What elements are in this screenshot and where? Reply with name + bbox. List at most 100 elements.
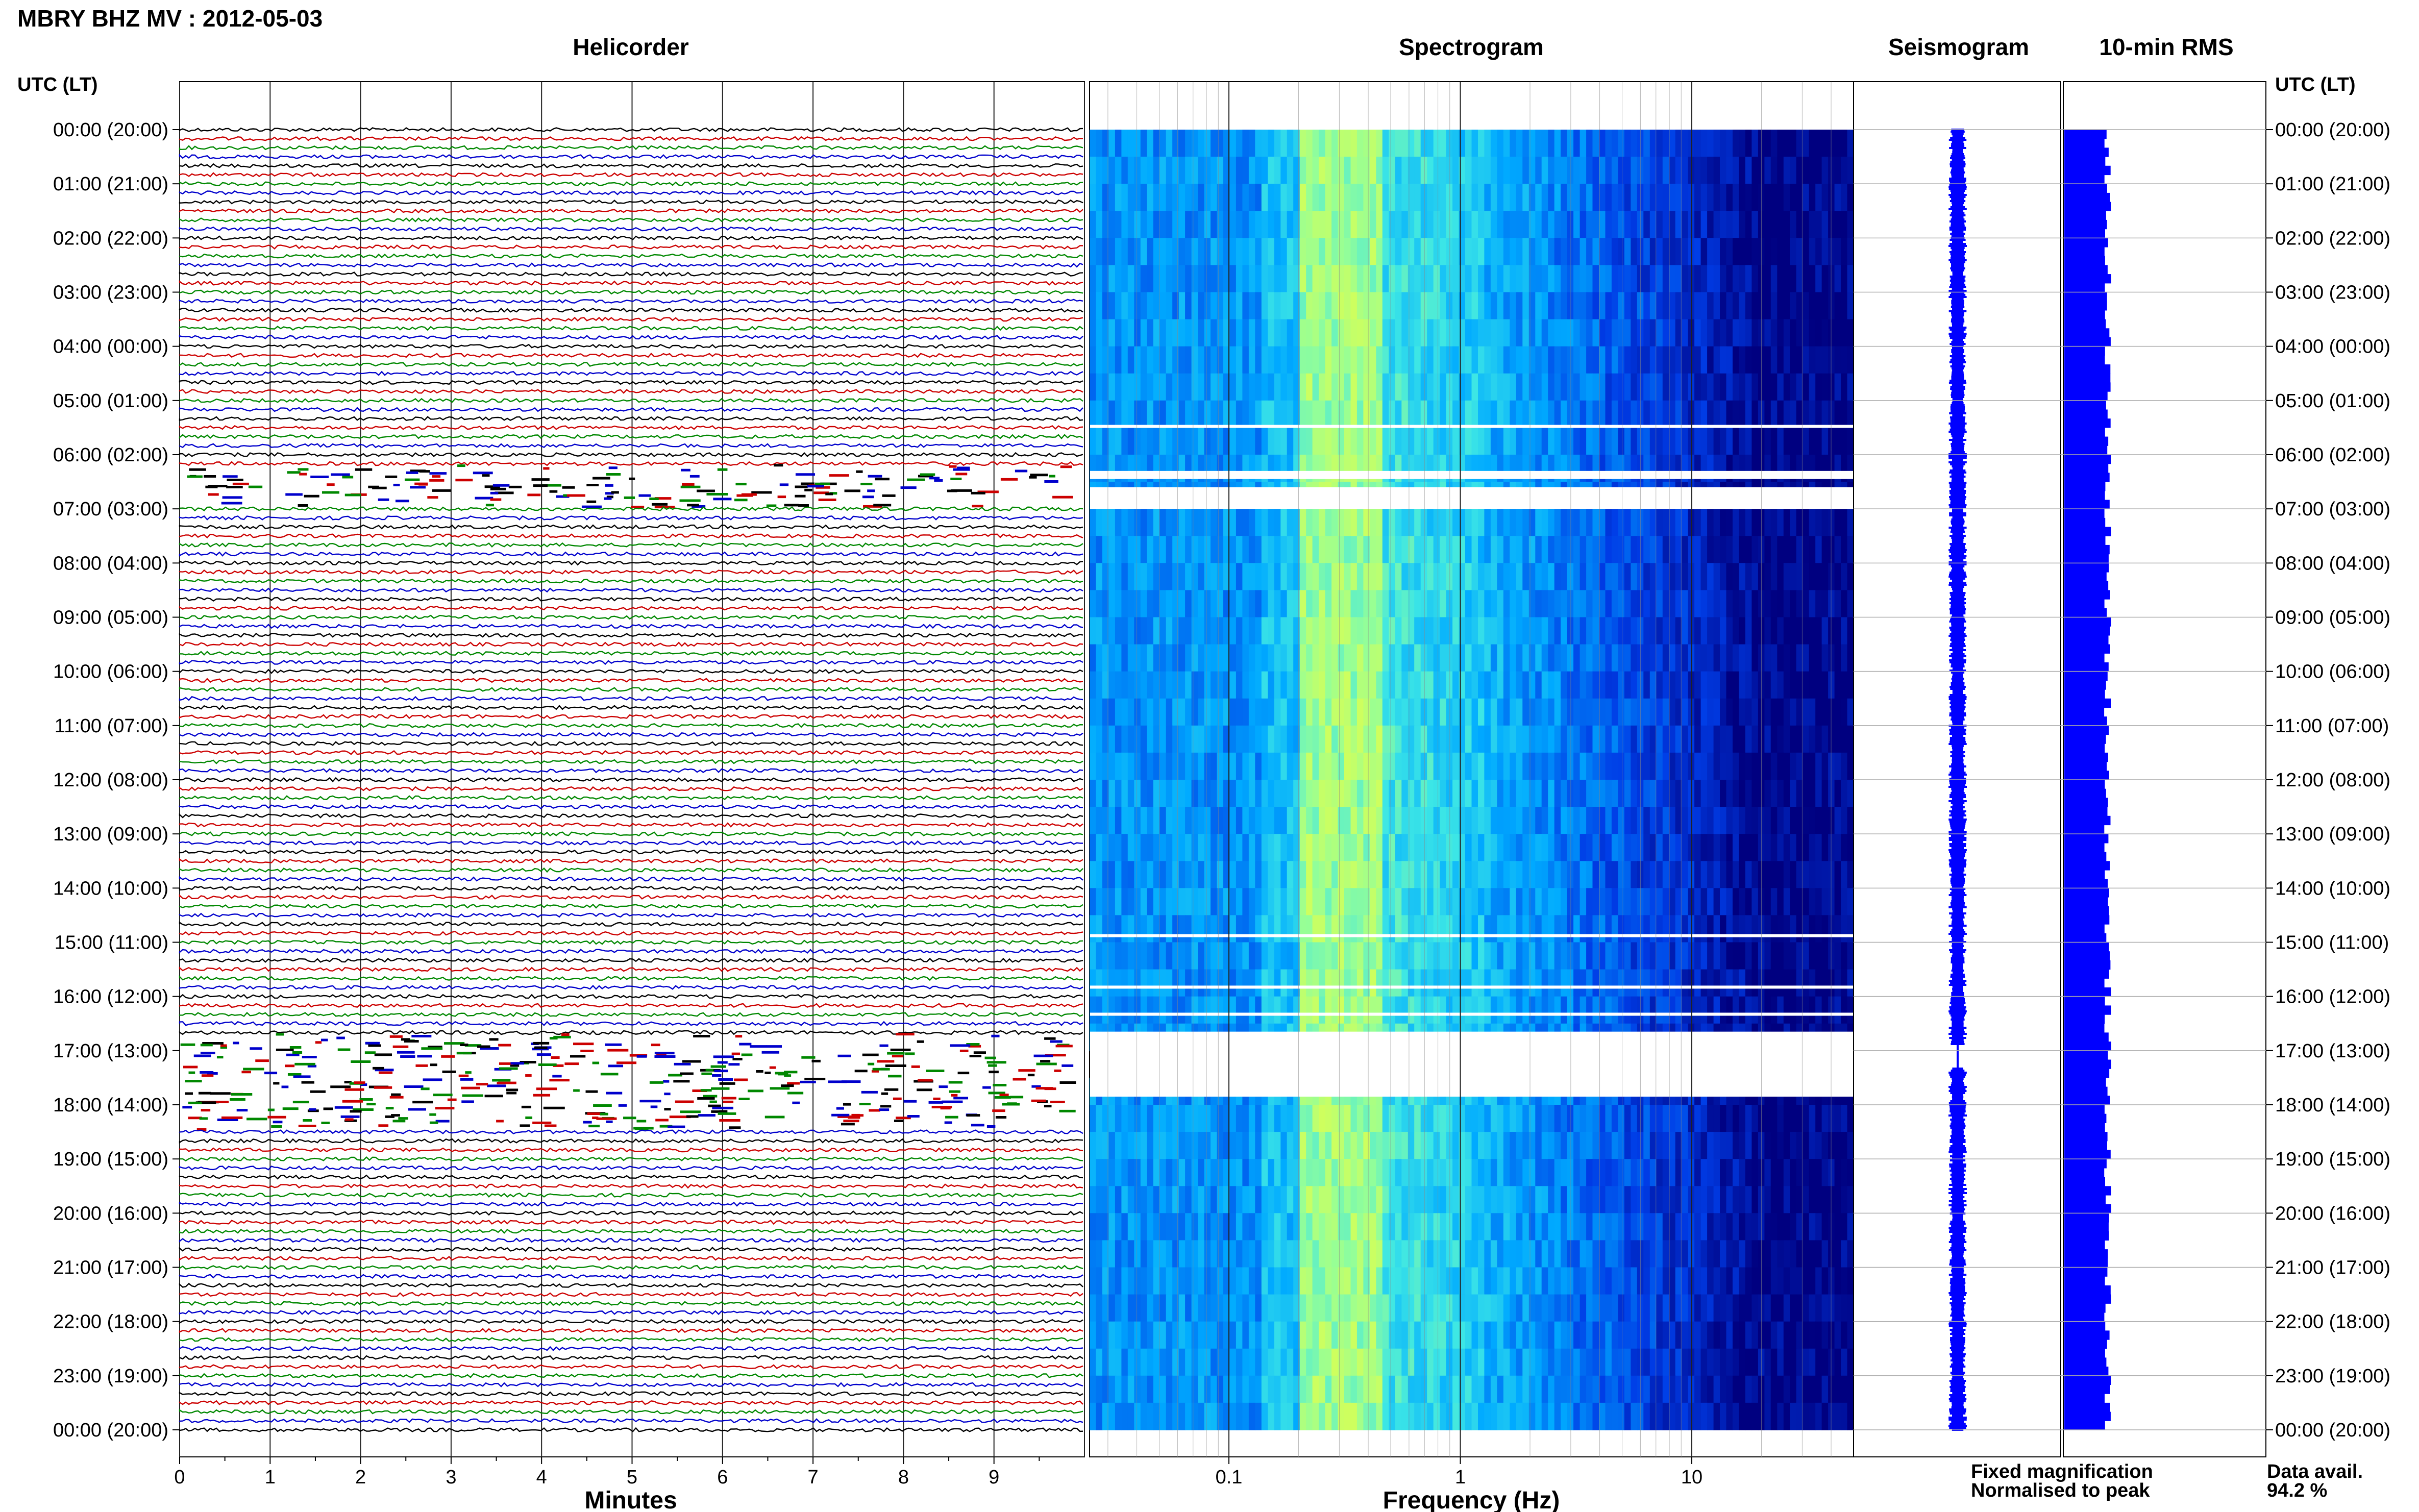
spectrogram-cell <box>1783 807 1791 834</box>
spectrogram-cell <box>1102 834 1109 862</box>
helicorder-trace <box>179 894 1083 900</box>
spectrogram-cell <box>1242 780 1249 807</box>
spectrogram-cell <box>1783 644 1791 672</box>
spectrogram-cell <box>1522 536 1529 564</box>
spectrogram-cell <box>1599 834 1606 862</box>
spectrogram-cell <box>1777 536 1784 564</box>
spectrogram-cell <box>1159 807 1167 834</box>
spectrogram-cell <box>1821 427 1829 455</box>
spectrogram-cell <box>1586 536 1593 564</box>
spectrogram-cell <box>1401 752 1409 780</box>
spectrogram-cell <box>1739 780 1746 807</box>
spectrogram-cell <box>1178 400 1186 428</box>
spectrogram-cell <box>1484 563 1491 591</box>
spectrogram-cell <box>1567 563 1574 591</box>
spectrogram-cell <box>1828 780 1835 807</box>
spectrogram-cell <box>1834 211 1841 239</box>
spectrogram-cell <box>1751 400 1759 428</box>
spectrogram-cell <box>1268 915 1275 943</box>
spectrogram-cell <box>1669 427 1676 455</box>
spectrogram-cell <box>1471 346 1478 374</box>
spectrogram-cell <box>1611 536 1619 564</box>
spectrogram-cell <box>1631 157 1638 184</box>
spectrogram-cell <box>1662 780 1670 807</box>
spectrogram-cell <box>1484 590 1491 618</box>
spectrogram-cell <box>1803 834 1810 862</box>
spectrogram-cell <box>1261 671 1269 699</box>
spectrogram-cell <box>1471 861 1478 889</box>
spectrogram-cell <box>1376 942 1383 970</box>
spectrogram-cell <box>1847 427 1854 455</box>
spectrogram-cell <box>1312 509 1319 537</box>
spectrogram-cell <box>1694 400 1701 428</box>
spectrogram-cell <box>1516 590 1523 618</box>
spectrogram-cell <box>1356 509 1364 537</box>
spectrogram-cell <box>1172 400 1179 428</box>
spectrogram-cell <box>1096 400 1103 428</box>
spectrogram-cell <box>1299 996 1306 1024</box>
spectrogram-cell <box>1809 536 1816 564</box>
spectrogram-cell <box>1408 617 1415 645</box>
spectrogram-cell <box>1579 725 1587 753</box>
spectrogram-cell <box>1751 590 1759 618</box>
spectrogram-cell <box>1847 752 1854 780</box>
spectrogram-cell <box>1427 211 1434 239</box>
spectrogram-cell <box>1102 888 1109 916</box>
spectrogram-cell <box>1700 427 1708 455</box>
spectrogram-cell <box>1764 536 1771 564</box>
spectrogram-cell <box>1554 752 1561 780</box>
spectrogram-cell <box>1618 915 1625 943</box>
spectrogram-cell <box>1643 319 1650 347</box>
spectrogram-cell <box>1096 915 1103 943</box>
spectrogram-cell <box>1847 969 1854 997</box>
spectrogram-cell <box>1783 427 1791 455</box>
spectrogram-cell <box>1108 238 1116 266</box>
spectrogram-cell <box>1331 590 1339 618</box>
spectrogram-cell <box>1159 861 1167 889</box>
spectrogram-cell <box>1140 373 1148 401</box>
spectrogram-cell <box>1656 617 1663 645</box>
spectrogram-cell <box>1656 780 1663 807</box>
helicorder-trace <box>179 289 1083 295</box>
spectrogram-cell <box>1815 265 1822 293</box>
spectrogram-cell <box>1751 346 1759 374</box>
spectrogram-cell <box>1440 563 1447 591</box>
spectrogram-cell <box>1764 780 1771 807</box>
spectrogram-cell <box>1229 617 1237 645</box>
spectrogram-cell <box>1427 915 1434 943</box>
spectrogram-cell <box>1847 888 1854 916</box>
spectrogram-cell <box>1223 509 1230 537</box>
spectrogram-cell <box>1344 969 1351 997</box>
spectrogram-cell <box>1528 888 1536 916</box>
spectrogram-cell <box>1236 1105 1243 1132</box>
spectrogram-cell <box>1796 861 1803 889</box>
spectrogram-cell <box>1344 157 1351 184</box>
spectrogram-cell <box>1548 130 1555 157</box>
spectrogram-cell <box>1401 725 1409 753</box>
spectrogram-cell <box>1528 211 1536 239</box>
spectrogram-cell <box>1611 807 1619 834</box>
spectrogram-cell <box>1325 211 1332 239</box>
spectrogram-cell <box>1471 752 1478 780</box>
spectrogram-cell <box>1090 427 1097 455</box>
spectrogram-cell <box>1764 373 1771 401</box>
spectrogram-cell <box>1350 157 1357 184</box>
spectrogram-cell <box>1700 536 1708 564</box>
spectrogram-cell <box>1484 211 1491 239</box>
spectrogram-cell <box>1312 373 1319 401</box>
spectrogram-cell <box>1745 671 1752 699</box>
spectrogram-cell <box>1700 996 1708 1024</box>
spectrogram-cell <box>1828 157 1835 184</box>
spectrogram-cell <box>1427 319 1434 347</box>
spectrogram-cell <box>1178 238 1186 266</box>
spectrogram-cell <box>1561 590 1568 618</box>
spectrogram-cell <box>1382 211 1390 239</box>
spectrogram-cell <box>1751 888 1759 916</box>
spectrogram-cell <box>1217 671 1224 699</box>
helicorder-trace <box>179 686 1083 692</box>
spectrogram-cell <box>1395 157 1402 184</box>
spectrogram-cell <box>1770 698 1778 726</box>
spectrogram-cell <box>1401 861 1409 889</box>
spectrogram-cell <box>1662 130 1670 157</box>
spectrogram-cell <box>1401 536 1409 564</box>
